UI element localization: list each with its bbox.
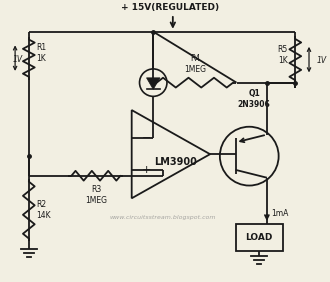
Text: LM3900: LM3900 — [154, 157, 197, 167]
Text: R2
14K: R2 14K — [37, 200, 51, 220]
Text: R1
1K: R1 1K — [37, 43, 47, 63]
Text: Q1
2N3906: Q1 2N3906 — [238, 89, 271, 109]
Text: LOAD: LOAD — [246, 233, 273, 242]
Polygon shape — [147, 78, 160, 89]
Text: −: − — [142, 133, 151, 143]
Text: 1V: 1V — [13, 55, 23, 64]
Text: + 15V(REGULATED): + 15V(REGULATED) — [121, 3, 219, 12]
Text: 1mA: 1mA — [271, 209, 288, 218]
Text: R5
1K: R5 1K — [277, 45, 287, 65]
Text: +: + — [142, 165, 151, 175]
Text: 1V: 1V — [317, 56, 327, 65]
Text: www.circuitsstream.blogspot.com: www.circuitsstream.blogspot.com — [110, 215, 216, 221]
Text: R4
1MEG: R4 1MEG — [184, 54, 206, 74]
Text: R3
1MEG: R3 1MEG — [85, 184, 107, 205]
